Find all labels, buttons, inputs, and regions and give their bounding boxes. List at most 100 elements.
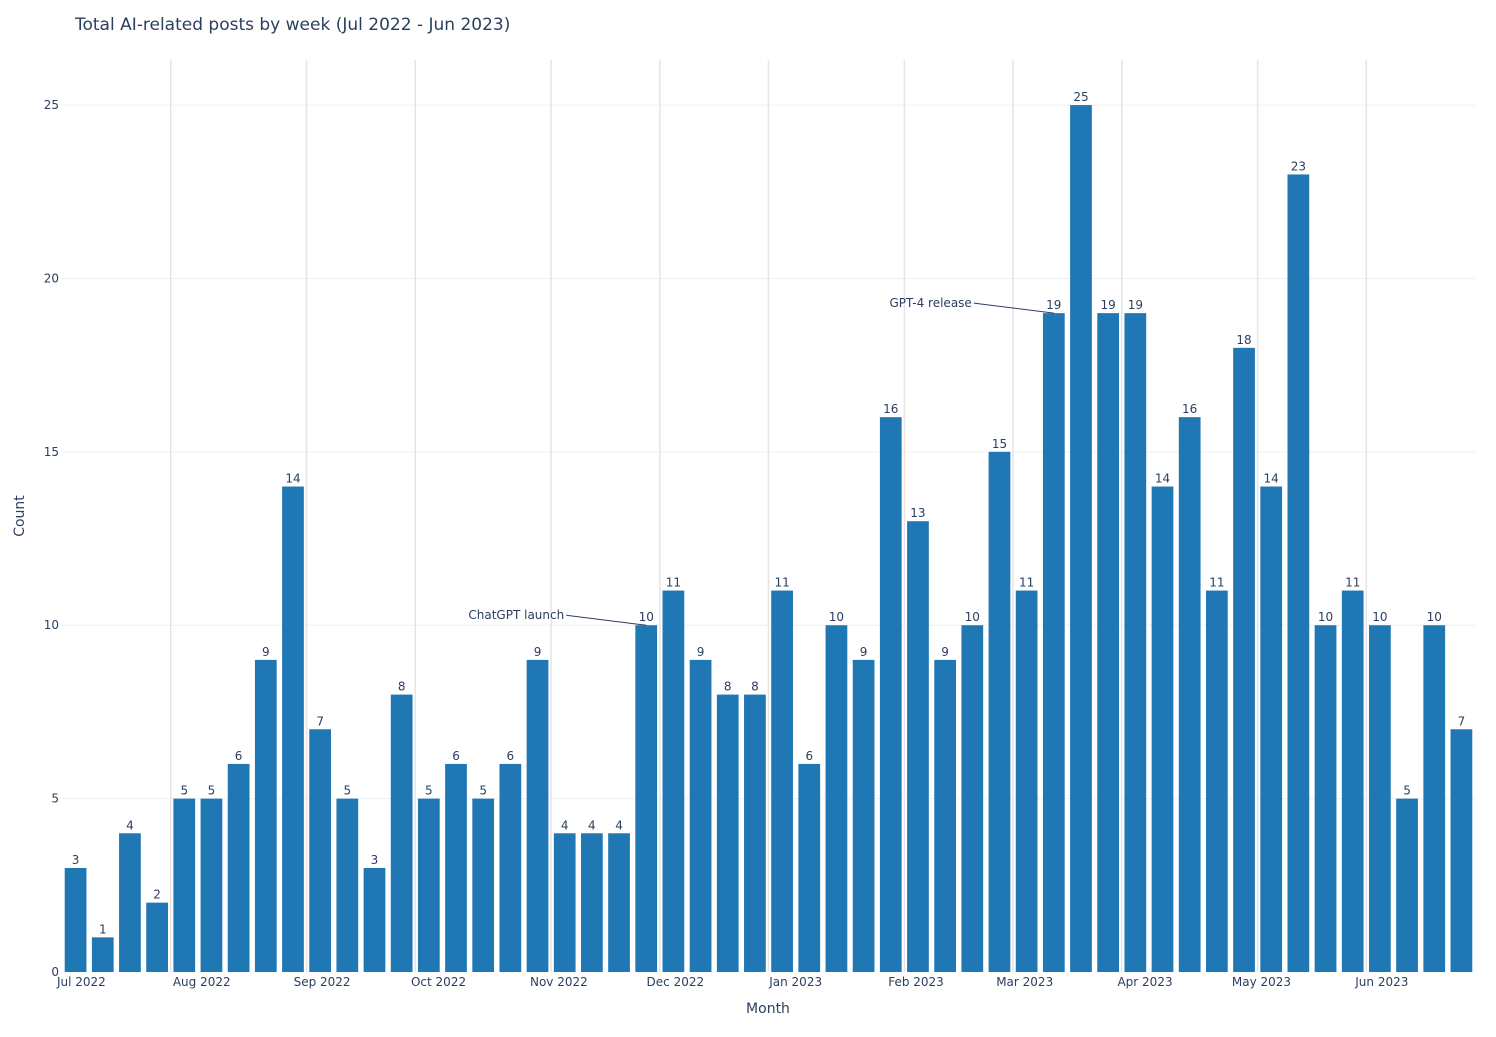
bar-value-label: 4 (588, 818, 596, 832)
bar-value-label: 3 (72, 853, 80, 867)
bar[interactable] (662, 590, 685, 972)
bar-value-label: 11 (774, 576, 789, 590)
y-tick-label: 25 (44, 98, 59, 112)
bar-value-label: 11 (1019, 576, 1034, 590)
bar-value-label: 14 (285, 472, 300, 486)
bar[interactable] (744, 694, 766, 972)
bar[interactable] (119, 833, 141, 972)
bar-value-label: 14 (1155, 472, 1170, 486)
bar[interactable] (689, 659, 712, 972)
bar[interactable] (227, 763, 250, 972)
bar[interactable] (200, 798, 223, 972)
bar-value-label: 9 (534, 645, 542, 659)
annotation-label: ChatGPT launch (468, 608, 564, 622)
bar[interactable] (879, 417, 902, 972)
bar[interactable] (309, 729, 332, 972)
x-tick-label: Sep 2022 (294, 975, 351, 989)
bar[interactable] (282, 486, 304, 972)
bar[interactable] (472, 798, 495, 972)
bar-value-label: 13 (910, 506, 925, 520)
bar-value-label: 6 (507, 749, 515, 763)
bar[interactable] (1396, 798, 1418, 972)
bar[interactable] (445, 763, 467, 972)
bar[interactable] (1151, 486, 1174, 972)
bar[interactable] (417, 798, 440, 972)
bar[interactable] (1450, 729, 1473, 972)
bar[interactable] (798, 763, 821, 972)
bar-value-label: 16 (1182, 402, 1197, 416)
bar-value-label: 9 (941, 645, 949, 659)
bar[interactable] (1070, 105, 1092, 973)
bar[interactable] (363, 867, 386, 972)
bar[interactable] (988, 451, 1011, 972)
bar-value-label: 6 (235, 749, 243, 763)
bar[interactable] (1314, 625, 1337, 972)
bar[interactable] (825, 625, 848, 972)
x-tick-label: Jan 2023 (768, 975, 822, 989)
x-tick-label: Mar 2023 (996, 975, 1053, 989)
bar[interactable] (581, 833, 603, 972)
bar-value-label: 7 (1458, 714, 1466, 728)
bar-value-label: 10 (1318, 610, 1333, 624)
bar-value-label: 1 (99, 922, 107, 936)
bar[interactable] (1042, 313, 1065, 972)
bar[interactable] (1233, 347, 1255, 972)
annotation-leader-line (973, 302, 1054, 314)
bar[interactable] (1423, 625, 1446, 972)
bar[interactable] (91, 937, 114, 972)
bar-value-label: 23 (1291, 159, 1306, 173)
x-tick-label: Nov 2022 (530, 975, 588, 989)
bar-value-label: 3 (371, 853, 379, 867)
x-axis: Jul 2022 Aug 2022 Sep 2022 Oct 2022 Nov 2022… (56, 975, 1408, 989)
bar[interactable] (1015, 590, 1038, 972)
x-tick-label: Jun 2023 (1354, 975, 1408, 989)
bar-value-label: 16 (883, 402, 898, 416)
bar[interactable] (608, 833, 630, 972)
x-tick-label: Aug 2022 (173, 975, 231, 989)
bar[interactable] (1341, 590, 1364, 972)
y-tick-label: 20 (44, 271, 59, 285)
bar-value-label: 6 (452, 749, 460, 763)
bar[interactable] (254, 659, 277, 972)
bar-value-label: 10 (829, 610, 844, 624)
bar-value-label: 5 (343, 784, 351, 798)
bar[interactable] (173, 798, 196, 972)
y-tick-label: 10 (44, 618, 59, 632)
bar[interactable] (961, 625, 984, 972)
bar[interactable] (934, 659, 956, 972)
bar[interactable] (390, 694, 413, 972)
bar[interactable] (499, 763, 522, 972)
bar[interactable] (1260, 486, 1283, 972)
bar[interactable] (1369, 625, 1391, 972)
bar[interactable] (852, 659, 875, 972)
bar-value-label: 8 (398, 680, 406, 694)
bar-value-label: 5 (479, 784, 487, 798)
annotation-leader-line (566, 614, 647, 626)
x-tick-label: Dec 2022 (647, 975, 705, 989)
bar[interactable] (336, 798, 359, 972)
bar[interactable] (146, 902, 168, 972)
bar-value-label: 5 (208, 784, 216, 798)
bar-value-label: 4 (615, 818, 623, 832)
bar[interactable] (1287, 174, 1310, 972)
bar[interactable] (64, 867, 87, 972)
x-tick-label: Feb 2023 (888, 975, 944, 989)
bar-value-label: 11 (666, 576, 681, 590)
bar[interactable] (771, 590, 793, 972)
bar[interactable] (1205, 590, 1228, 972)
bar[interactable] (1124, 313, 1147, 972)
bar-value-label: 9 (860, 645, 868, 659)
bar[interactable] (716, 694, 739, 972)
bar[interactable] (553, 833, 576, 972)
bar-value-label: 10 (639, 610, 654, 624)
bar[interactable] (635, 625, 658, 972)
bar-value-label: 11 (1209, 576, 1224, 590)
bar[interactable] (1178, 417, 1201, 972)
bar[interactable] (1097, 313, 1120, 972)
bar[interactable] (907, 521, 929, 972)
bar-value-label: 4 (126, 818, 134, 832)
annotation-label: GPT-4 release (890, 296, 972, 310)
bar[interactable] (526, 659, 549, 972)
bar-value-label: 18 (1236, 333, 1251, 347)
